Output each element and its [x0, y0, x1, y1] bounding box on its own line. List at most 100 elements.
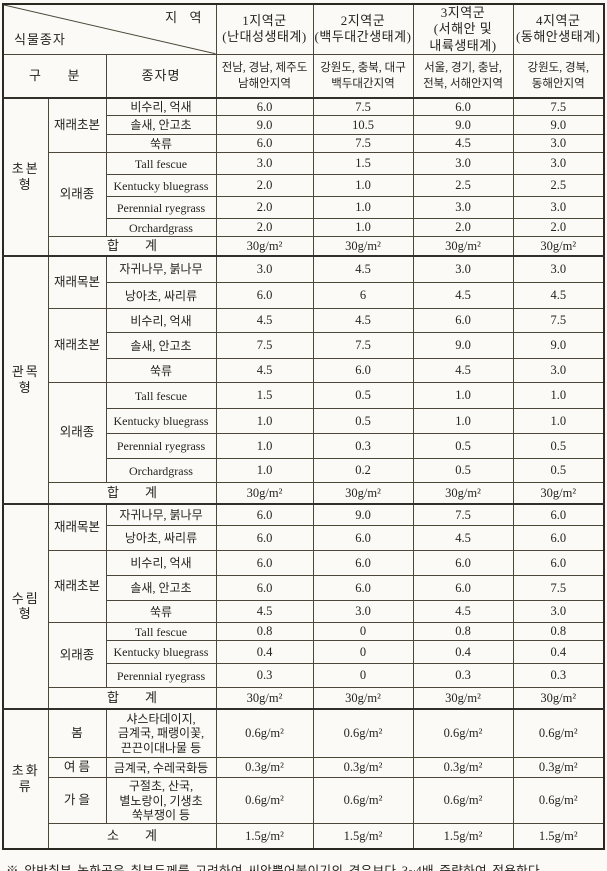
value-cell: 9.0: [312, 502, 414, 527]
seed-name-cell: 금계국, 수레국화등: [105, 757, 217, 779]
group-label: 재래초본: [47, 96, 107, 154]
value-cell: 6.0: [215, 134, 314, 154]
region-group-3: 3지역군 (서해안 및 내륙생태계): [412, 3, 514, 55]
seed-name-cell: 솔새, 안고초: [105, 332, 217, 360]
value-cell: 4.5: [312, 308, 414, 334]
section-label: 초화류: [2, 707, 49, 850]
value-cell: 6.0: [215, 525, 314, 552]
value-cell: 6.0: [215, 502, 314, 527]
value-cell: 6.0: [412, 308, 514, 334]
value-cell: 9.0: [512, 332, 605, 360]
value-cell: 0.3g/m²: [412, 757, 514, 779]
value-cell: 0.8: [512, 622, 605, 642]
value-cell: 6.0: [215, 282, 314, 310]
group-label: 봄: [47, 707, 107, 759]
seed-name-cell: Perennial ryegrass: [105, 663, 217, 689]
seed-name-cell: 쑥류: [105, 134, 217, 154]
seed-name-cell: Tall fescue: [105, 622, 217, 642]
group-label: 가 을: [47, 777, 107, 825]
value-cell: 0.6g/m²: [215, 707, 314, 759]
value-cell: 0.6g/m²: [312, 707, 414, 759]
value-cell: 0.8: [215, 622, 314, 642]
value-cell: 6.0: [512, 525, 605, 552]
seed-name-cell: Kentucky bluegrass: [105, 640, 217, 665]
total-value-cell: 30g/m²: [412, 236, 514, 257]
value-cell: 0.4: [512, 640, 605, 665]
total-value-cell: 30g/m²: [215, 482, 314, 505]
value-cell: 0.3g/m²: [312, 757, 414, 779]
total-value-cell: 30g/m²: [512, 236, 605, 257]
corner-plant-seed-label: 식물종자: [14, 32, 66, 48]
value-cell: 3.0: [215, 152, 314, 176]
total-value-cell: 30g/m²: [512, 482, 605, 505]
corner-cell: 지 역 식물종자: [2, 3, 217, 55]
region-group-2: 2지역군 (백두대간생태계): [312, 3, 414, 55]
value-cell: 7.5: [512, 575, 605, 602]
seed-name-cell: 비수리, 억새: [105, 550, 217, 577]
value-cell: 0: [312, 640, 414, 665]
value-cell: 2.5: [412, 174, 514, 198]
value-cell: 3.0: [412, 152, 514, 176]
seed-name-cell: 비수리, 억새: [105, 308, 217, 334]
value-cell: 6.0: [412, 96, 514, 117]
value-cell: 0.3: [215, 663, 314, 689]
value-cell: 1.5: [312, 152, 414, 176]
seed-name-cell: 비수리, 억새: [105, 96, 217, 117]
value-cell: 4.5: [412, 600, 514, 624]
seed-name-cell: 솔새, 안고초: [105, 575, 217, 602]
value-cell: 3.0: [512, 254, 605, 284]
value-cell: 0.3: [312, 433, 414, 460]
seed-name-cell: Kentucky bluegrass: [105, 408, 217, 435]
table-row: 재래초본 비수리, 억새 6.0 6.0 6.0 6.0: [3, 550, 605, 624]
seed-name-cell: 자귀나무, 붉나무: [105, 502, 217, 527]
value-cell: 3.0: [412, 254, 514, 284]
value-cell: 7.5: [312, 134, 414, 154]
total-value-cell: 30g/m²: [215, 236, 314, 257]
value-cell: 3.0: [512, 358, 605, 384]
section-label: 수림형: [2, 502, 49, 710]
value-cell: 0.4: [215, 640, 314, 665]
table-row: Kentucky bluegrass 2.0 1.0 2.5 2.5: [3, 174, 605, 198]
seed-name-cell: 낭아초, 싸리류: [105, 525, 217, 552]
value-cell: 7.5: [215, 332, 314, 360]
value-cell: 0.6g/m²: [312, 777, 414, 825]
value-cell: 1.0: [215, 458, 314, 484]
value-cell: 1.0: [312, 218, 414, 238]
table-row: 초본형 재래초본 비수리, 억새 6.0 7.5 6.0 7.5: [2, 96, 605, 257]
group-label: 여 름: [47, 757, 107, 779]
value-cell: 7.5: [512, 96, 605, 117]
seed-name-cell: Tall fescue: [105, 152, 217, 176]
seed-name-cell: Orchardgrass: [105, 458, 217, 484]
seed-name-cell: 솔새, 안고초: [105, 115, 217, 136]
total-value-cell: 1.5g/m²: [215, 823, 314, 850]
value-cell: 4.5: [512, 282, 605, 310]
value-cell: 0.5: [312, 408, 414, 435]
region-area-3: 서울, 경기, 충남, 전북, 서해안지역: [412, 53, 514, 99]
value-cell: 6.0: [312, 550, 414, 577]
table-body: 초본형 재래초본 비수리, 억새 6.0 7.5 6.0 7.5 솔새, 안고초 9.0 10.5…: [2, 96, 605, 850]
value-cell: 6.0: [412, 575, 514, 602]
value-cell: 0.2: [312, 458, 414, 484]
group-label: 재래초본: [47, 308, 107, 384]
table-row: 가 을 구절초, 산국, 별노랑이, 기생초 쑥부쟁이 등 0.6g/m² 0.6g/…: [3, 777, 605, 825]
value-cell: 0: [312, 663, 414, 689]
value-cell: 0.5: [512, 458, 605, 484]
table-row: Perennial ryegrass 2.0 1.0 3.0 3.0: [3, 196, 605, 220]
total-label-cell: 합 계: [47, 482, 217, 505]
value-cell: 6.0: [312, 525, 414, 552]
value-cell: 4.5: [215, 308, 314, 334]
value-cell: 1.0: [512, 382, 605, 410]
value-cell: 0.5: [312, 382, 414, 410]
table-row: 재래초본 비수리, 억새 4.5 4.5 6.0 7.5: [3, 308, 605, 384]
table-row: 초화류 봄 샤스타데이지, 금계국, 패랭이꽃, 끈끈이대나물 등 0.6g/m² 0.…: [2, 707, 605, 850]
table-row: 외래종 Tall fescue 0.8 0 0.8 0.8: [3, 622, 605, 689]
table-header: 지 역 식물종자 1지역군 (난대성생태계) 2지역군 (백두대간생태계) 3지…: [2, 3, 605, 99]
region-group-4: 4지역군 (동해안생태계): [512, 3, 605, 55]
total-value-cell: 30g/m²: [215, 687, 314, 710]
total-value-cell: 30g/m²: [312, 687, 414, 710]
value-cell: 4.5: [412, 282, 514, 310]
seed-name-cell: 자귀나무, 붉나무: [105, 254, 217, 284]
value-cell: 0.6g/m²: [512, 777, 605, 825]
value-cell: 4.5: [312, 254, 414, 284]
seed-name-cell: 쑥류: [105, 600, 217, 624]
